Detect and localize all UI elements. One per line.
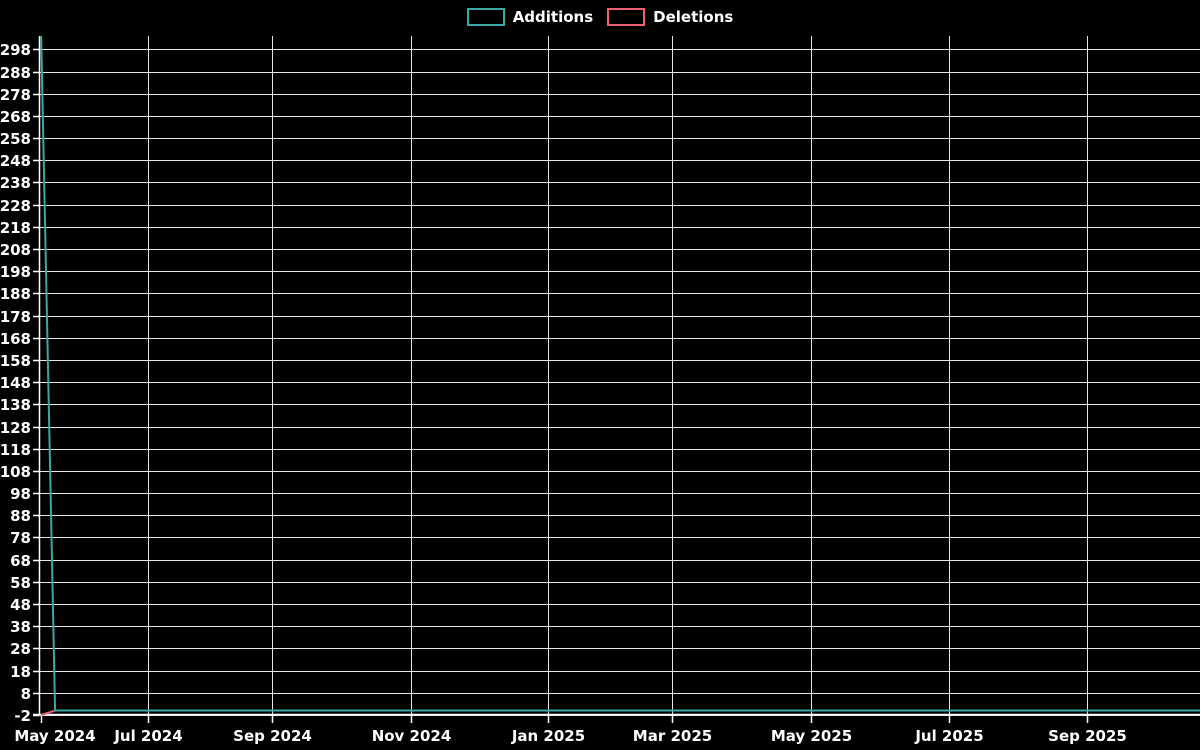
svg-text:May 2025: May 2025 [771,727,852,745]
svg-text:48: 48 [10,596,31,614]
svg-text:Jul 2024: Jul 2024 [113,727,182,745]
svg-text:88: 88 [10,507,31,525]
svg-text:128: 128 [0,419,31,437]
deletions-swatch-icon [607,8,646,26]
svg-text:178: 178 [0,308,31,326]
y-tick-labels: -2 8 18 28 38 48 58 68 78 88 98 108 118 128 138 148 158 1… [0,41,31,725]
svg-text:218: 218 [0,219,31,237]
y-tick-marks [33,48,40,717]
svg-text:28: 28 [10,640,31,658]
svg-text:108: 108 [0,463,31,481]
series-line-additions [40,35,1200,712]
svg-text:8: 8 [21,685,31,703]
svg-text:148: 148 [0,374,31,392]
svg-text:Sep 2025: Sep 2025 [1048,727,1127,745]
x-gridlines [148,36,1088,715]
svg-text:238: 238 [0,174,31,192]
svg-text:Nov 2024: Nov 2024 [372,727,452,745]
svg-text:58: 58 [10,574,31,592]
svg-text:198: 198 [0,263,31,281]
legend-label: Additions [512,8,594,26]
svg-text:138: 138 [0,396,31,414]
svg-text:68: 68 [10,552,31,570]
chart-legend: Additions Deletions [0,8,1200,26]
svg-text:78: 78 [10,529,31,547]
svg-text:May 2024: May 2024 [14,727,95,745]
svg-text:208: 208 [0,241,31,259]
legend-label: Deletions [653,8,734,26]
svg-text:-2: -2 [14,707,31,725]
svg-text:298: 298 [0,41,31,59]
additions-swatch-icon [466,8,505,26]
svg-text:188: 188 [0,285,31,303]
legend-item-deletions[interactable]: Deletions [607,8,733,26]
axes [33,36,1200,716]
svg-text:118: 118 [0,441,31,459]
svg-text:38: 38 [10,618,31,636]
svg-text:158: 158 [0,352,31,370]
svg-text:Mar 2025: Mar 2025 [633,727,712,745]
svg-text:Jan 2025: Jan 2025 [511,727,585,745]
svg-text:258: 258 [0,130,31,148]
svg-text:278: 278 [0,86,31,104]
x-tick-labels: May 2024 Jul 2024 Sep 2024 Nov 2024 Jan 2025… [14,727,1127,745]
y-gridlines [39,49,1200,716]
legend-item-additions[interactable]: Additions [466,8,594,26]
svg-text:288: 288 [0,64,31,82]
svg-text:98: 98 [10,485,31,503]
svg-text:168: 168 [0,330,31,348]
svg-text:Jul 2025: Jul 2025 [914,727,983,745]
svg-text:268: 268 [0,108,31,126]
svg-text:Sep 2024: Sep 2024 [233,727,312,745]
x-tick-marks [40,715,1089,723]
svg-text:248: 248 [0,152,31,170]
svg-text:228: 228 [0,197,31,215]
svg-text:18: 18 [10,663,31,681]
